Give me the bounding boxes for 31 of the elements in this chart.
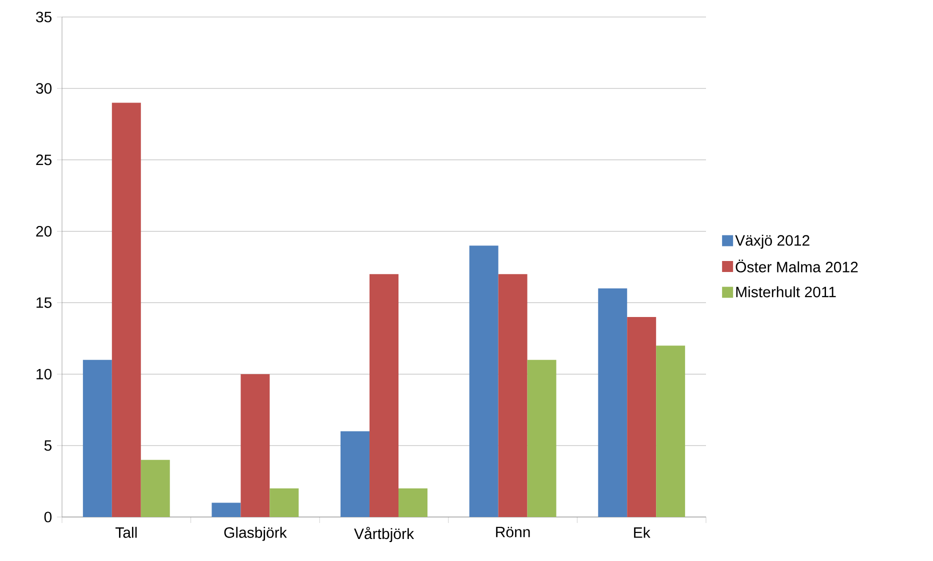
- bar: [240, 374, 270, 517]
- y-tick-label: 30: [36, 83, 52, 94]
- bar: [469, 246, 498, 517]
- y-tick-label: 35: [36, 12, 52, 22]
- legend-label: Växjö 2012: [735, 234, 810, 249]
- bar: [370, 274, 398, 517]
- y-tick-label: 20: [36, 226, 52, 237]
- y-tick-label: 10: [36, 368, 52, 380]
- bar: [212, 502, 241, 517]
- y-tick-label: 25: [36, 154, 52, 166]
- y-tick-label: 15: [36, 297, 52, 308]
- bar: [398, 488, 428, 517]
- y-tick-label: 0: [44, 512, 52, 522]
- bar: [270, 488, 299, 517]
- bar: [112, 102, 141, 517]
- bar: [527, 360, 556, 517]
- x-tick-label: Tall: [115, 526, 137, 538]
- bar: [627, 317, 656, 517]
- x-tick-label: Vårtbjörk: [354, 526, 414, 542]
- bar: [140, 460, 170, 517]
- bar: [82, 360, 112, 517]
- bar: [656, 346, 686, 517]
- legend-label: Öster Malma 2012: [736, 260, 858, 272]
- x-tick-label: Rönn: [496, 526, 530, 538]
- bar: [498, 274, 528, 517]
- y-tick-label: 5: [44, 440, 52, 451]
- x-tick-label: Ek: [634, 526, 650, 538]
- legend-label: Misterhult 2011: [736, 286, 836, 298]
- bar: [340, 431, 370, 517]
- bar: [598, 288, 628, 517]
- x-tick-label: Glasbjörk: [224, 526, 287, 541]
